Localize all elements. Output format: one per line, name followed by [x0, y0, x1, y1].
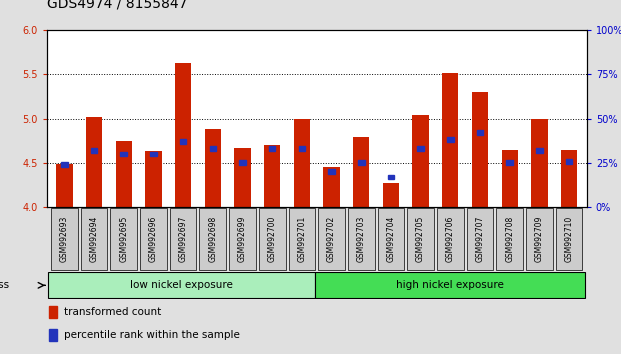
Bar: [353, 137, 369, 207]
Text: percentile rank within the sample: percentile rank within the sample: [63, 330, 240, 340]
FancyBboxPatch shape: [199, 209, 226, 270]
Bar: [239, 160, 246, 165]
Text: GDS4974 / 8155847: GDS4974 / 8155847: [47, 0, 187, 11]
Bar: [442, 73, 458, 207]
FancyBboxPatch shape: [48, 272, 315, 298]
Bar: [120, 152, 127, 156]
Bar: [49, 329, 57, 341]
Text: GSM992693: GSM992693: [60, 216, 69, 263]
Bar: [477, 130, 483, 135]
FancyBboxPatch shape: [496, 209, 523, 270]
Bar: [150, 152, 156, 156]
Text: GSM992701: GSM992701: [297, 216, 306, 262]
Bar: [472, 92, 488, 207]
Bar: [412, 115, 428, 207]
Text: GSM992697: GSM992697: [179, 216, 188, 263]
Bar: [561, 150, 577, 207]
Bar: [383, 183, 399, 207]
Bar: [145, 152, 161, 207]
FancyBboxPatch shape: [51, 209, 78, 270]
Bar: [205, 129, 221, 207]
Bar: [86, 117, 102, 207]
FancyBboxPatch shape: [229, 209, 256, 270]
Text: GSM992698: GSM992698: [208, 216, 217, 262]
FancyBboxPatch shape: [378, 209, 404, 270]
FancyBboxPatch shape: [526, 209, 553, 270]
Text: GSM992695: GSM992695: [119, 216, 129, 263]
Bar: [388, 175, 394, 179]
FancyBboxPatch shape: [348, 209, 374, 270]
Bar: [417, 146, 424, 151]
Bar: [324, 167, 340, 207]
FancyBboxPatch shape: [111, 209, 137, 270]
FancyBboxPatch shape: [81, 209, 107, 270]
Text: GSM992704: GSM992704: [386, 216, 396, 263]
Text: GSM992694: GSM992694: [89, 216, 99, 263]
Text: GSM992706: GSM992706: [446, 216, 455, 263]
FancyBboxPatch shape: [556, 209, 582, 270]
Bar: [536, 148, 543, 153]
Bar: [294, 119, 310, 207]
Text: GSM992705: GSM992705: [416, 216, 425, 263]
FancyBboxPatch shape: [170, 209, 196, 270]
Text: GSM992709: GSM992709: [535, 216, 544, 263]
Bar: [269, 146, 276, 151]
FancyBboxPatch shape: [315, 272, 586, 298]
Text: high nickel exposure: high nickel exposure: [396, 280, 504, 290]
Bar: [358, 160, 365, 165]
Bar: [57, 164, 73, 207]
FancyBboxPatch shape: [259, 209, 286, 270]
Bar: [49, 306, 57, 318]
FancyBboxPatch shape: [466, 209, 493, 270]
FancyBboxPatch shape: [289, 209, 315, 270]
Bar: [329, 169, 335, 174]
Bar: [175, 63, 191, 207]
Text: stress: stress: [0, 280, 9, 290]
Text: low nickel exposure: low nickel exposure: [130, 280, 233, 290]
FancyBboxPatch shape: [140, 209, 167, 270]
Bar: [566, 159, 573, 164]
Text: GSM992703: GSM992703: [356, 216, 366, 263]
Text: GSM992708: GSM992708: [505, 216, 514, 262]
Text: GSM992707: GSM992707: [476, 216, 484, 263]
Bar: [531, 119, 548, 207]
Text: GSM992710: GSM992710: [564, 216, 574, 262]
FancyBboxPatch shape: [407, 209, 434, 270]
Bar: [209, 146, 216, 151]
Text: GSM992702: GSM992702: [327, 216, 336, 262]
Text: transformed count: transformed count: [63, 307, 161, 317]
Bar: [506, 160, 513, 165]
Bar: [234, 148, 251, 207]
Bar: [61, 162, 68, 167]
Bar: [91, 148, 97, 153]
Bar: [447, 137, 453, 142]
Bar: [502, 150, 518, 207]
FancyBboxPatch shape: [318, 209, 345, 270]
Text: GSM992700: GSM992700: [268, 216, 277, 263]
Bar: [116, 141, 132, 207]
Bar: [299, 146, 305, 151]
Text: GSM992699: GSM992699: [238, 216, 247, 263]
Text: GSM992696: GSM992696: [149, 216, 158, 263]
Bar: [180, 139, 186, 144]
FancyBboxPatch shape: [437, 209, 464, 270]
Bar: [264, 145, 280, 207]
